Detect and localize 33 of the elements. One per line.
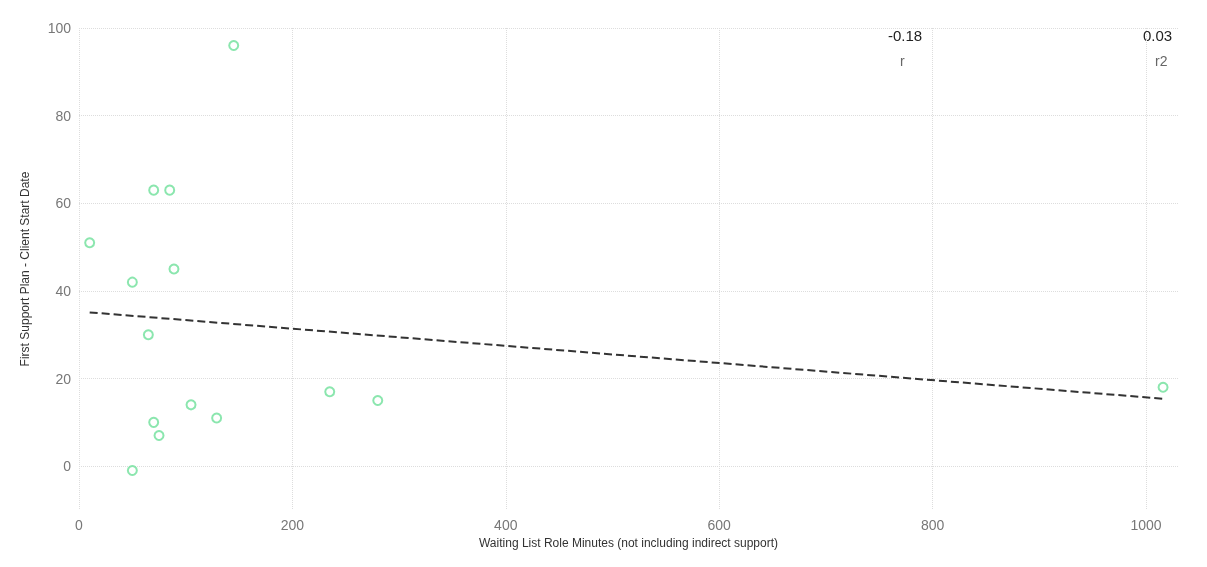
- x-tick-label: 800: [920, 517, 945, 533]
- x-tick-label: 200: [280, 517, 305, 533]
- point: [148, 416, 160, 428]
- y-tick-label: 20: [55, 370, 72, 387]
- annotation: -0.18: [888, 27, 923, 44]
- point: [211, 412, 223, 424]
- y-axis-title: First Support Plan - Client Start Date: [18, 171, 32, 367]
- annotation: r2: [1155, 53, 1168, 69]
- point: [228, 40, 240, 52]
- annotation: 0.03: [1143, 27, 1173, 44]
- y-tick-label: 0: [63, 458, 72, 475]
- point: [372, 394, 384, 406]
- point: [164, 184, 176, 196]
- x-tick-label: 600: [707, 517, 732, 533]
- y-tick-label: 100: [47, 20, 72, 36]
- point: [324, 386, 336, 398]
- x-tick-label: 0: [75, 517, 84, 533]
- point: [126, 465, 138, 477]
- y-tick-label: 60: [55, 195, 72, 212]
- point: [142, 329, 154, 341]
- point: [168, 263, 180, 275]
- y-tick-label: 40: [55, 282, 72, 299]
- point: [185, 399, 197, 411]
- point: [126, 276, 138, 288]
- x-tick-label: 400: [494, 517, 518, 533]
- point: [148, 184, 160, 196]
- annotation: r: [900, 53, 905, 69]
- y-tick-label: 80: [55, 107, 72, 124]
- point: [1157, 381, 1169, 393]
- x-axis-title: Waiting List Role Minutes (not including indirect support): [478, 535, 779, 550]
- x-tick-label: 1000: [1130, 517, 1162, 533]
- point: [84, 237, 96, 249]
- point: [153, 430, 165, 442]
